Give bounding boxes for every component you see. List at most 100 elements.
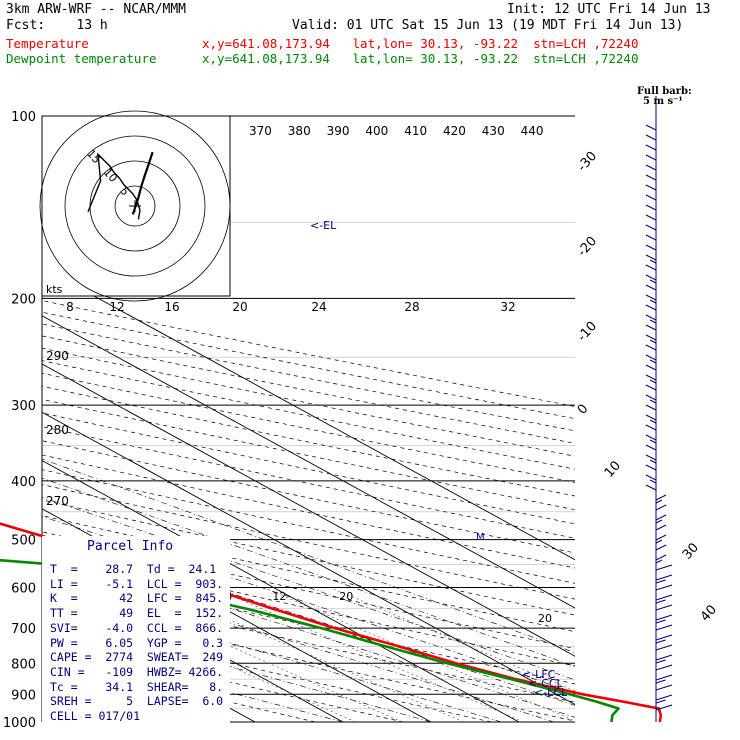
- parcel-info-row: T = 28.7 Td = 24.1: [50, 562, 217, 576]
- wind-barb: [655, 704, 673, 711]
- mixing-scale-label: 12: [109, 300, 124, 314]
- header-model: 3km ARW-WRF -- NCAR/MMM: [6, 2, 187, 17]
- moist-adiabat: [42, 458, 575, 653]
- wind-barb: [645, 314, 657, 324]
- theta-label: 430: [482, 124, 505, 138]
- wind-barb: [645, 124, 657, 131]
- hodograph-trace: [87, 152, 141, 220]
- wind-barb: [645, 264, 657, 271]
- wind-barb: [645, 184, 657, 191]
- pressure-tick-label: 700: [11, 622, 36, 637]
- wind-barb: [645, 364, 657, 371]
- moist-adiabat: [42, 568, 555, 722]
- wind-barb: [645, 474, 657, 484]
- wind-barb: [645, 164, 657, 171]
- header-fcst: Fcst: 13 h: [6, 18, 108, 33]
- pressure-tick-label: 100: [11, 110, 36, 125]
- wind-barb: [655, 614, 673, 624]
- wind-barb: [645, 394, 657, 404]
- pressure-tick-label: 500: [11, 534, 36, 549]
- wind-barb: [655, 634, 673, 644]
- wind-barbs: [645, 96, 673, 722]
- legend-temperature-loc: x,y=641.08,173.94 lat,lon= 30.13, -93.22…: [202, 36, 639, 51]
- theta-label: 370: [249, 124, 272, 138]
- isotherm-line: [42, 266, 575, 561]
- parcel-info-row: LI = -5.1 LCL = 903.: [50, 576, 224, 591]
- wind-barb: [645, 244, 657, 251]
- header-init: Init: 12 UTC Fri 14 Jun 13: [507, 2, 711, 17]
- full-barb-units: 5 m s⁻¹: [643, 96, 683, 107]
- wind-barb: [645, 464, 657, 471]
- hodograph-ring: [39, 110, 231, 302]
- isotherm-label: -10: [575, 319, 600, 345]
- wind-barb: [645, 274, 657, 284]
- wind-barb: [655, 664, 673, 671]
- wind-barb: [645, 224, 657, 231]
- isotherm-line: [42, 459, 520, 722]
- parcel-info-row: CELL = 017/01: [50, 709, 141, 724]
- wind-barb: [645, 254, 657, 264]
- theta-label: 390: [327, 124, 350, 138]
- full-barb-label: Full barb:: [637, 86, 692, 97]
- pressure-tick-label: 400: [11, 475, 36, 490]
- wind-barb: [655, 514, 667, 524]
- wind-barb: [645, 444, 657, 451]
- wind-barb: [645, 204, 657, 211]
- wind-barb: [645, 484, 657, 491]
- pressure-tick-label: 1000: [3, 716, 36, 731]
- hodograph-kts-label: kts: [46, 283, 63, 296]
- isotherm-label: 0: [575, 401, 592, 417]
- parcel-info-box: Parcel Info T = 28.7 Td = 24.1 LI = -5.1 …: [42, 536, 230, 728]
- theta-label: 380: [288, 124, 311, 138]
- theta-label: 440: [521, 124, 544, 138]
- parcel-info-row: K = 42 LFC = 845.: [50, 591, 224, 606]
- mixing-scale-label: 28: [404, 300, 419, 314]
- wind-barb: [645, 194, 657, 201]
- ccl-annotation: <-CCL: [528, 677, 564, 690]
- wind-barb: [645, 424, 657, 431]
- wind-barb: [645, 144, 657, 151]
- isotherm-label: -20: [575, 234, 600, 260]
- mixing-scale-label: 16: [164, 300, 179, 314]
- theta-label: 420: [443, 124, 466, 138]
- parcel-info-row: PW = 6.05 YGP = 0.3: [50, 635, 224, 650]
- wind-barb: [645, 414, 657, 424]
- isotherm-line: [42, 363, 575, 657]
- isotherm-line: [42, 411, 575, 705]
- legend-dewpoint-loc: x,y=641.08,173.94 lat,lon= 30.13, -93.22…: [202, 51, 639, 66]
- header-valid: Valid: 01 UTC Sat 15 Jun 13 (19 MDT Fri …: [292, 18, 684, 33]
- wind-barb: [645, 154, 657, 161]
- isotherm-label: 30: [680, 540, 702, 562]
- wind-barb: [655, 604, 673, 611]
- mixing-ratio-label: 12: [272, 590, 286, 603]
- dry-adiabat: [42, 300, 575, 407]
- wind-barb: [645, 334, 657, 344]
- wind-barb: [655, 544, 667, 551]
- isotherm-label: -30: [575, 149, 600, 175]
- moist-adiabat: [42, 477, 575, 667]
- mixing-scale-label: 20: [232, 300, 247, 314]
- isotherm-label: 20: [538, 612, 552, 625]
- lfc-annotation: <-LFC: [522, 668, 556, 681]
- dry-adiabat: [42, 454, 575, 569]
- isotherm-label: 10: [602, 458, 624, 480]
- wind-barb: [645, 454, 657, 464]
- dry-adiabat: [42, 484, 575, 600]
- mixing-scale-label: 24: [311, 300, 326, 314]
- lcl-annotation: <-LCL: [534, 686, 568, 699]
- dry-adiabat: [42, 323, 575, 432]
- parcel-info-row: SVI= -4.0 CCL = 866.: [50, 620, 224, 635]
- el-annotation: <-EL: [310, 219, 337, 232]
- wind-barb: [645, 174, 657, 181]
- wind-barb: [655, 584, 673, 591]
- wind-barb: [645, 434, 657, 444]
- pressure-tick-label: 300: [11, 399, 36, 414]
- theta-label: 410: [404, 124, 427, 138]
- hodograph-ring: [64, 135, 206, 277]
- wind-barb: [655, 624, 673, 631]
- mixing-ratio-line: [212, 587, 524, 722]
- wind-barb: [655, 574, 673, 584]
- dry-adiabat: [42, 499, 575, 616]
